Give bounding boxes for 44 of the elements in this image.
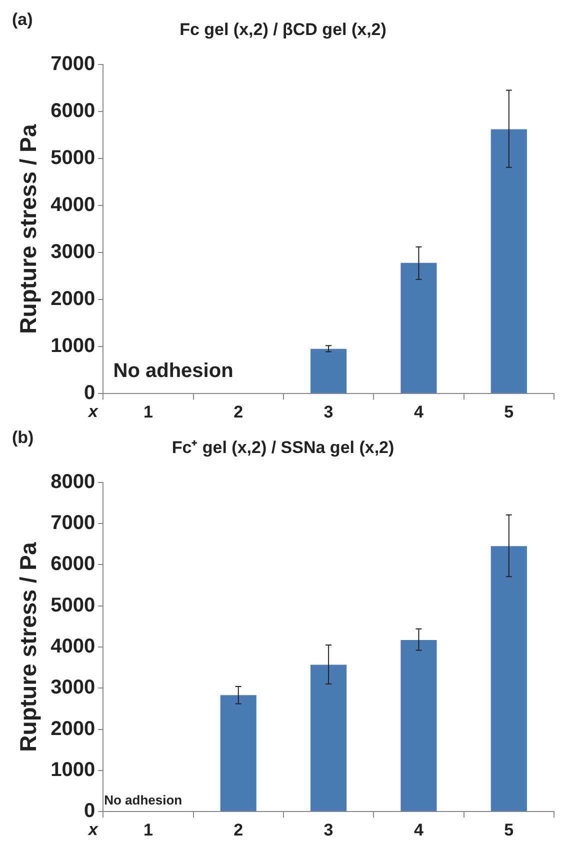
x-tick-label: 4 [414,402,424,422]
x-axis-title: x [87,402,100,421]
text: (a) [12,10,33,30]
y-tick-label: 8000 [50,470,96,493]
y-axis-title: Rupture stress / Pa [15,542,42,752]
y-tick-label: 5000 [50,594,96,616]
y-tick-label: 0 [84,382,96,404]
y-axis-title: Rupture stress / Pa [15,124,42,334]
y-tick-label: 5000 [50,146,96,169]
chart-title: Fc⁺ gel (x,2) / SSNa gel (x,2) [172,438,394,457]
y-tick-label: 4000 [50,636,96,658]
y-tick-label: 2000 [50,288,96,310]
y-tick-label: 6000 [50,100,96,122]
y-tick-label: 1000 [50,758,96,781]
x-tick-label: 5 [504,820,514,840]
text: (b) [12,428,34,448]
x-tick-label: 2 [234,820,244,840]
x-tick-label: 3 [324,402,334,422]
bar [490,546,527,812]
x-tick-label: 4 [414,820,424,840]
y-tick-label: 3000 [50,676,96,699]
bar [490,129,527,394]
bar [400,640,437,812]
y-tick-label: 4000 [50,194,96,216]
x-tick-label: 3 [324,820,334,840]
annotation: No adhesion [104,792,182,808]
x-tick-label: 1 [143,820,153,840]
x-tick-label: 1 [143,402,153,422]
x-tick-label: 5 [504,402,514,422]
bar [310,348,347,394]
x-axis-title: x [87,820,100,839]
bar [400,262,437,394]
x-tick-label: 2 [234,402,244,422]
bar [310,664,347,812]
chart-title: Fc gel (x,2) / βCD gel (x,2) [180,20,386,39]
y-tick-label: 7000 [50,52,96,75]
annotation: No adhesion [113,360,234,382]
y-tick-label: 6000 [50,553,96,576]
y-tick-label: 0 [84,800,96,822]
y-tick-label: 3000 [50,241,96,264]
y-tick-label: 1000 [50,335,96,358]
y-tick-label: 7000 [50,512,96,534]
bar [220,695,256,812]
y-tick-label: 2000 [50,718,96,740]
